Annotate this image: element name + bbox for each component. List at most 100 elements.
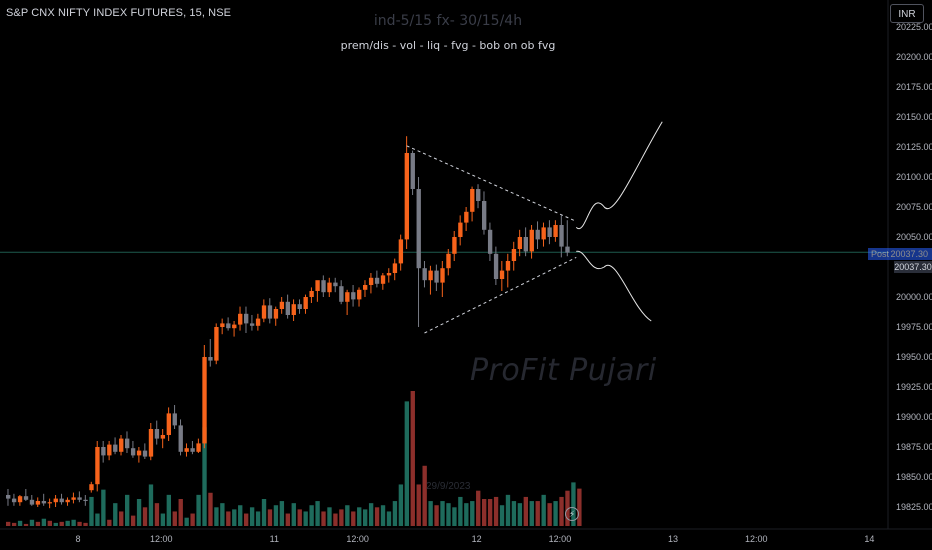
candle-body (172, 413, 177, 426)
bearish-projection-path (576, 250, 652, 322)
candle-body (464, 211, 469, 223)
volume-bar (493, 496, 499, 526)
candle-body (410, 153, 415, 189)
volume-bar (107, 519, 112, 526)
volume-bar (434, 505, 439, 526)
volume-bar (17, 520, 23, 526)
time-tick-label: 12:00 (745, 534, 768, 544)
volume-bar (196, 494, 201, 526)
candle-body (327, 282, 332, 293)
price-tick-label: 20050.00 (896, 232, 932, 242)
volume-bar (553, 501, 558, 526)
volume-bar (529, 501, 534, 526)
symbol-title[interactable]: S&P CNX NIFTY INDEX FUTURES, 15, NSE (6, 7, 232, 19)
volume-bar (190, 513, 195, 526)
candle-body (422, 268, 427, 281)
volume-bar (83, 522, 88, 526)
candle-body (238, 313, 243, 325)
volume-bar (499, 505, 505, 526)
candle-body (440, 268, 445, 283)
volume-bar (238, 505, 243, 526)
candle-body (404, 153, 409, 240)
lightning-icon[interactable]: ⚡ (565, 507, 579, 521)
volume-bar (273, 505, 279, 526)
candle-body (357, 289, 362, 300)
time-tick-label: 12:00 (549, 534, 572, 544)
volume-bar (541, 494, 546, 526)
volume-bar (89, 496, 94, 526)
candle-body (154, 429, 160, 439)
candle-body (65, 499, 70, 503)
candle-body (244, 313, 249, 324)
candle-body (428, 270, 433, 281)
candle-body (255, 318, 261, 326)
candle-body (232, 324, 237, 329)
currency-selector[interactable]: INR (890, 4, 924, 23)
volume-bar (380, 505, 386, 526)
candle-body (368, 277, 374, 285)
time-tick-label: 12:00 (346, 534, 369, 544)
volume-bar (333, 513, 338, 526)
candle-body (523, 237, 528, 252)
volume-bar (202, 427, 207, 526)
price-tick-label: 19925.00 (896, 382, 932, 392)
price-tick-label: 19975.00 (896, 322, 932, 332)
volume-bar (577, 488, 582, 526)
price-tick-label: 20125.00 (896, 142, 932, 152)
volume-bar (119, 511, 124, 526)
candle-body (333, 282, 338, 287)
candle-body (89, 484, 94, 491)
candle-body (136, 450, 142, 456)
volume-bar (226, 511, 231, 526)
candle-body (511, 249, 517, 261)
volume-bar (571, 482, 576, 526)
candle-body (208, 357, 213, 361)
volume-bar (315, 501, 320, 526)
candle-body (279, 301, 285, 309)
volume-bar (291, 503, 296, 526)
volume-bar (404, 401, 409, 526)
candle-body (452, 237, 457, 254)
volume-bar (249, 507, 255, 526)
volume-bar (321, 511, 326, 526)
volume-bar (386, 511, 392, 526)
volume-bar (172, 511, 177, 526)
candle-body (297, 304, 302, 309)
candle-body (363, 285, 368, 290)
volume-bar (244, 513, 249, 526)
volume-bar (452, 507, 457, 526)
volume-bar (422, 465, 427, 526)
candle-body (547, 227, 552, 237)
volume-bar (309, 505, 314, 526)
candle-body (249, 323, 255, 326)
candle-body (47, 502, 52, 504)
candle-body (113, 444, 118, 452)
volume-bar (327, 507, 332, 526)
candle-body (29, 499, 35, 505)
candle-body (107, 444, 112, 456)
candle-body (446, 253, 451, 269)
volume-bar (505, 494, 511, 526)
candle-body (392, 263, 398, 273)
candle-body (53, 498, 58, 503)
volume-bar (113, 503, 118, 526)
candle-body (351, 292, 356, 300)
volume-bar (160, 513, 166, 526)
time-tick-label: 8 (75, 534, 80, 544)
candle-body (321, 280, 326, 293)
volume-bar (261, 499, 267, 526)
volume-bar (398, 484, 404, 526)
candle-body (386, 273, 392, 276)
volume-bar (363, 509, 368, 526)
volume-bar (59, 521, 64, 526)
candle-body (493, 253, 499, 279)
price-tick-label: 20075.00 (896, 202, 932, 212)
volume-bar (392, 501, 398, 526)
bullish-projection-path (575, 121, 663, 230)
volume-bar (41, 518, 47, 526)
volume-bar (136, 499, 142, 526)
candle-body (41, 501, 47, 504)
candle-body (220, 323, 225, 327)
